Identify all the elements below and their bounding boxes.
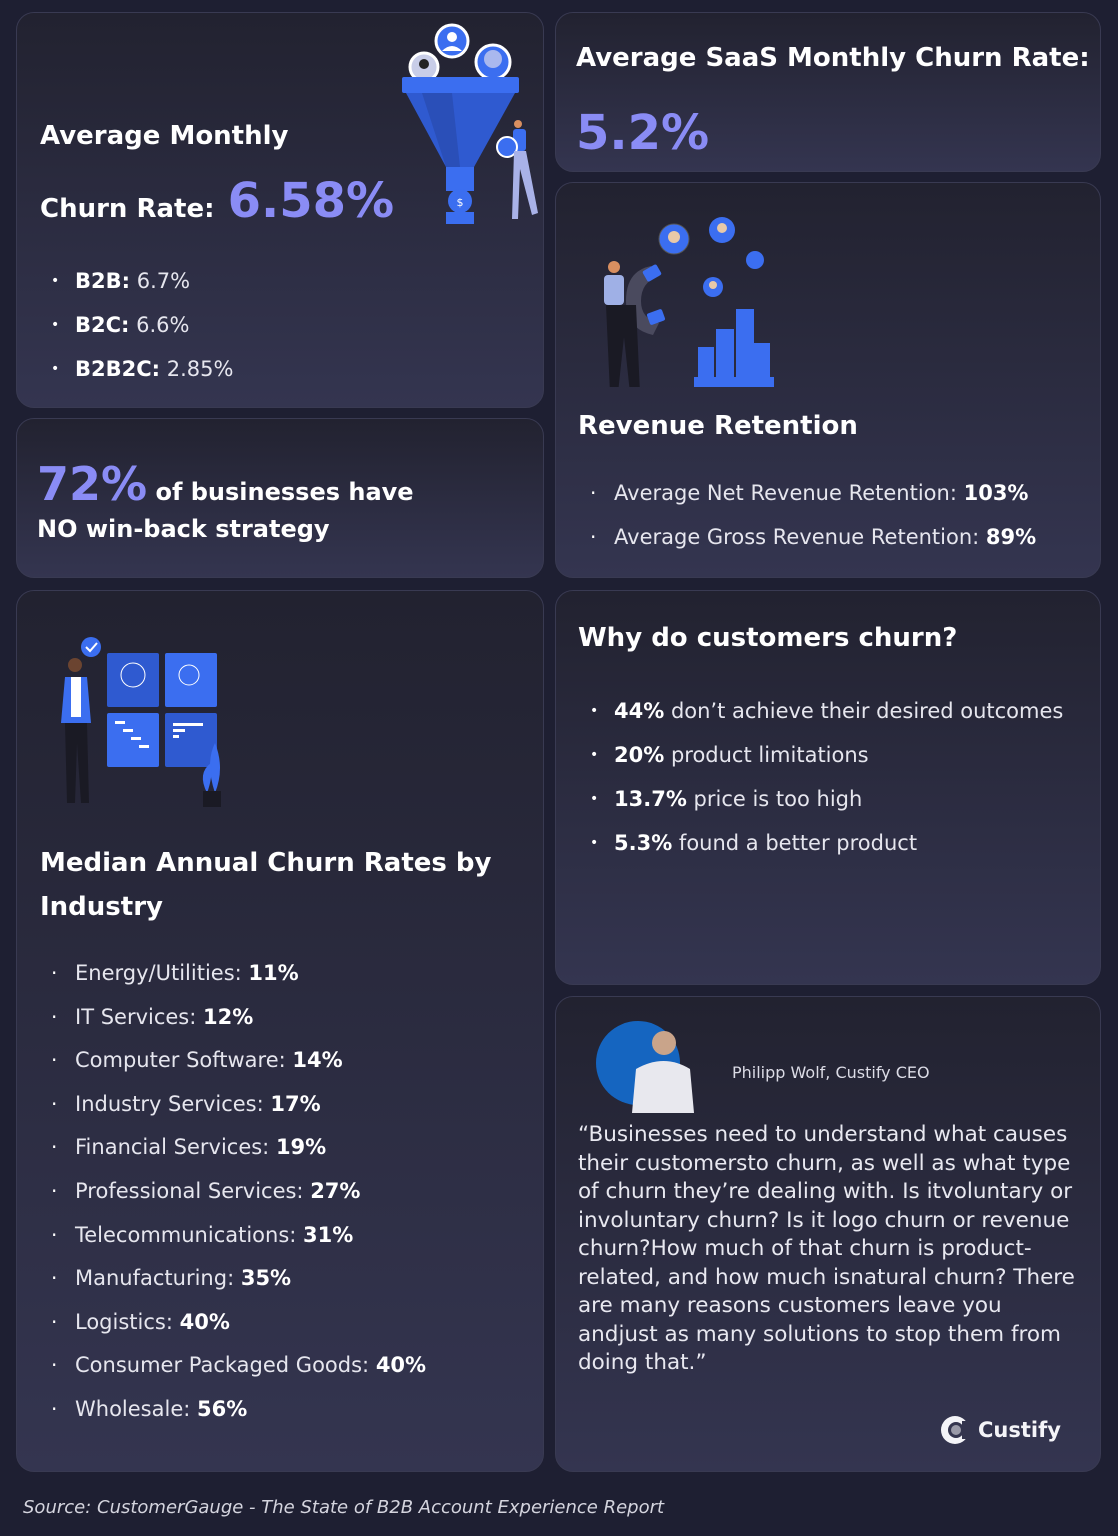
list-item: Logistics: 40%: [51, 1304, 426, 1348]
list-item: B2C: 6.6%: [51, 307, 233, 351]
quote-author: Philipp Wolf, Custify CEO: [732, 1063, 930, 1082]
quote-text: “Businesses need to understand what caus…: [578, 1122, 1075, 1375]
list-item: Computer Software: 14%: [51, 1042, 426, 1086]
custify-logo-icon: [941, 1416, 970, 1444]
why-churn-title: Why do customers churn?: [578, 623, 958, 653]
revenue-retention-title: Revenue Retention: [578, 411, 858, 441]
list-item: 44% don’t achieve their desired outcomes: [590, 697, 1070, 725]
magnet-illustration-icon: [604, 217, 774, 387]
avg-monthly-churn-value: 6.58%: [227, 173, 395, 229]
revenue-retention-list: Average Net Revenue Retention: 103% Aver…: [590, 475, 1036, 563]
why-churn-card: Why do customers churn? 44% don’t achiev…: [555, 590, 1101, 985]
list-item: Manufacturing: 35%: [51, 1260, 426, 1304]
list-item: Average Net Revenue Retention: 103%: [590, 475, 1036, 519]
list-item: 5.3% found a better product: [590, 829, 1070, 857]
list-item: 20% product limitations: [590, 741, 1070, 769]
winback-line1: 72% of businesses have: [37, 457, 414, 511]
industry-churn-title: Median Annual Churn Rates by Industry: [40, 848, 492, 922]
saas-churn-value: 5.2%: [576, 105, 710, 161]
avg-monthly-churn-card: Average Monthly Churn Rate: 6.58% B2B: 6…: [16, 12, 544, 408]
saas-churn-card: Average SaaS Monthly Churn Rate: 5.2%: [555, 12, 1101, 172]
winback-card: 72% of businesses have NO win-back strat…: [16, 418, 544, 578]
svg-text:$: $: [457, 196, 464, 209]
list-item: IT Services: 12%: [51, 999, 426, 1043]
industry-churn-list: Energy/Utilities: 11% IT Services: 12% C…: [51, 955, 426, 1435]
custify-logo: Custify: [940, 1415, 1061, 1445]
avg-monthly-churn-title: Average Monthly: [40, 121, 289, 151]
why-churn-list: 44% don’t achieve their desired outcomes…: [590, 697, 1070, 873]
list-item: B2B: 6.7%: [51, 263, 233, 307]
custify-logo-text: Custify: [978, 1418, 1061, 1442]
list-item: Telecommunications: 31%: [51, 1217, 426, 1261]
churn-rate-label: Churn Rate:: [40, 194, 215, 224]
saas-churn-title: Average SaaS Monthly Churn Rate:: [576, 43, 1090, 73]
avatar: [596, 1021, 694, 1113]
list-item: 13.7% price is too high: [590, 785, 1070, 813]
winback-line2: NO win-back strategy: [37, 515, 330, 543]
revenue-retention-card: Revenue Retention Average Net Revenue Re…: [555, 182, 1101, 578]
list-item: B2B2C: 2.85%: [51, 351, 233, 395]
list-item: Professional Services: 27%: [51, 1173, 426, 1217]
industry-churn-card: Median Annual Churn Rates by Industry En…: [16, 590, 544, 1472]
avg-monthly-churn-title-line2: Churn Rate: 6.58%: [40, 173, 394, 229]
funnel-illustration-icon: $: [402, 23, 538, 224]
quote-card: Philipp Wolf, Custify CEO “Businesses ne…: [555, 996, 1101, 1472]
source-caption: Source: CustomerGauge - The State of B2B…: [23, 1497, 665, 1518]
list-item: Energy/Utilities: 11%: [51, 955, 426, 999]
list-item: Average Gross Revenue Retention: 89%: [590, 519, 1036, 563]
list-item: Industry Services: 17%: [51, 1086, 426, 1130]
list-item: Consumer Packaged Goods: 40%: [51, 1347, 426, 1391]
churn-by-model-list: B2B: 6.7% B2C: 6.6% B2B2C: 2.85%: [51, 263, 233, 395]
winback-value: 72%: [37, 457, 148, 511]
agile-board-illustration-icon: [61, 637, 221, 807]
list-item: Wholesale: 56%: [51, 1391, 426, 1435]
list-item: Financial Services: 19%: [51, 1129, 426, 1173]
